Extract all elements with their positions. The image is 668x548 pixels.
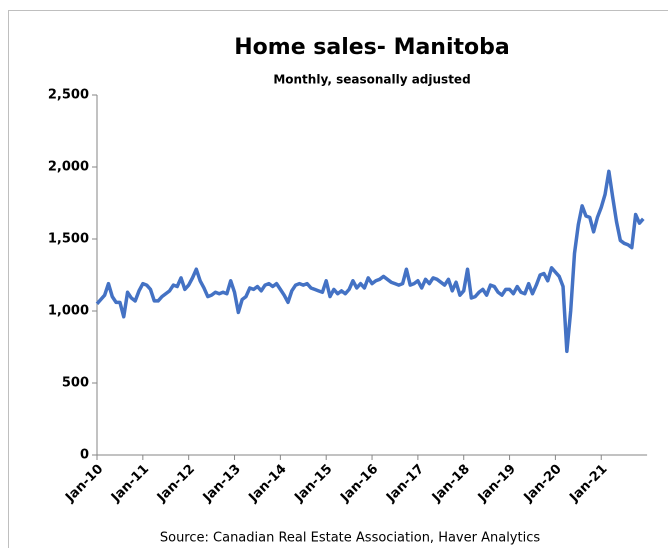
data-line xyxy=(95,169,645,354)
chart-border xyxy=(8,10,668,548)
y-tick-label: 500 xyxy=(62,376,89,391)
chart-subtitle: Monthly, seasonally adjusted xyxy=(273,73,470,87)
y-tick-label: 2,500 xyxy=(48,88,89,103)
y-tick-label: 1,500 xyxy=(48,232,89,247)
chart-title: Home sales- Manitoba xyxy=(234,35,509,60)
y-tick-label: 0 xyxy=(80,448,89,463)
y-tick-label: 1,000 xyxy=(48,304,89,319)
y-tick-label: 2,000 xyxy=(48,160,89,175)
source-note: Source: Canadian Real Estate Association… xyxy=(160,531,541,546)
